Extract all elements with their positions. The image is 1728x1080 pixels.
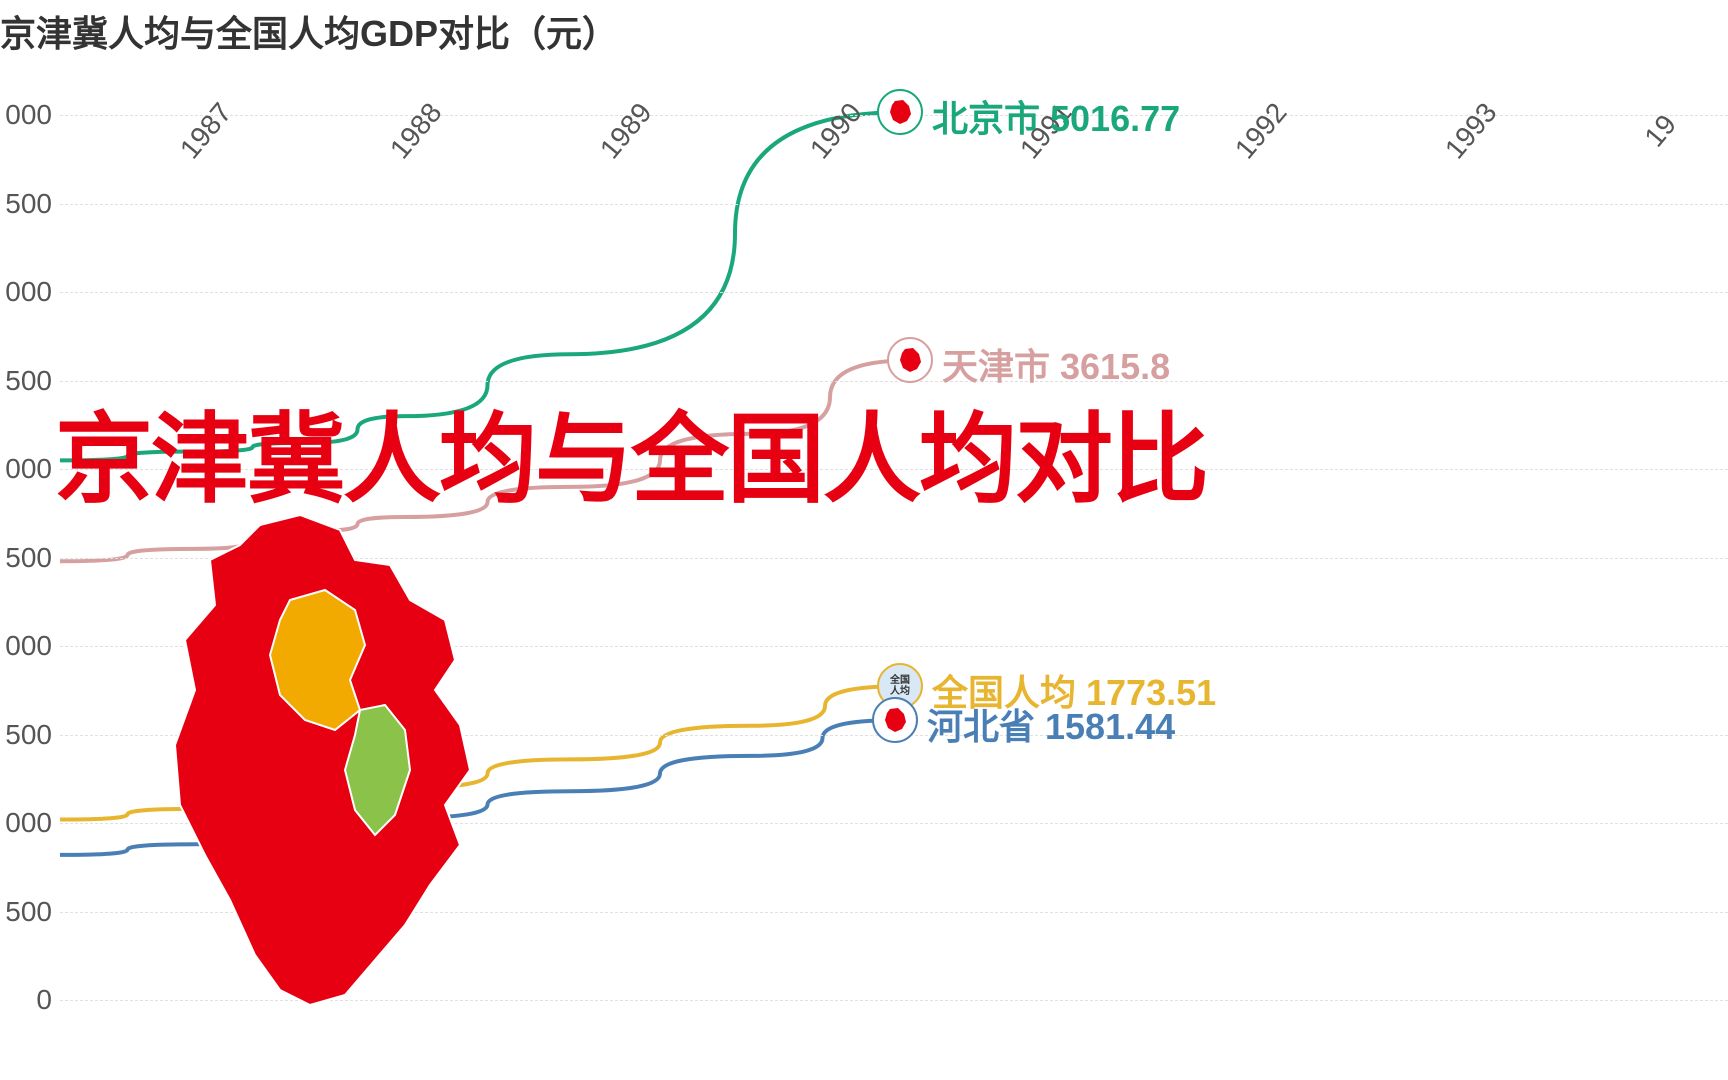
marker-map-icon [885,97,915,127]
overlay-headline: 京津冀人均与全国人均对比 [55,380,1207,522]
x-tick-label: 1988 [384,97,449,165]
x-tick-label: 1989 [594,97,659,165]
series-end-label-北京市: 北京市 5016.77 [932,90,1180,142]
y-tick-label: 000 [5,276,52,308]
x-tick-label: 1987 [174,97,239,165]
x-tick-label: 1990 [804,97,869,165]
y-tick-label: 000 [5,630,52,662]
x-tick-label: 1992 [1229,97,1294,165]
y-tick-label: 000 [5,807,52,839]
y-tick-label: 000 [5,99,52,131]
y-tick-label: 0 [36,984,52,1016]
map-hebei [175,515,470,1005]
y-tick-label: 000 [5,453,52,485]
chart-title: 京津冀人均与全国人均GDP对比（元） [0,5,618,57]
x-tick-label: 1993 [1439,97,1504,165]
series-marker-天津市 [887,337,933,383]
marker-map-icon [880,705,910,735]
map-overlay [160,505,480,1015]
series-marker-北京市 [877,89,923,135]
series-marker-河北省 [872,697,918,743]
y-tick-label: 500 [5,188,52,220]
marker-badge-text: 全国 人均 [890,675,910,697]
gridline [60,204,1728,205]
y-tick-label: 500 [5,719,52,751]
y-tick-label: 500 [5,896,52,928]
series-end-label-河北省: 河北省 1581.44 [927,698,1175,750]
y-tick-label: 500 [5,365,52,397]
marker-map-icon [895,345,925,375]
y-tick-label: 500 [5,542,52,574]
gridline [60,292,1728,293]
